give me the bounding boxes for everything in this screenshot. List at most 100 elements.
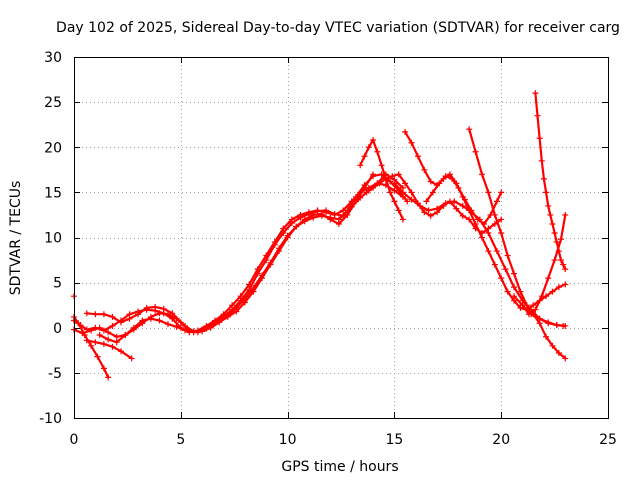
data-point <box>553 239 560 246</box>
data-point <box>538 293 545 300</box>
data-point <box>536 315 543 322</box>
data-point <box>517 288 524 295</box>
series-track-12 <box>423 173 505 227</box>
data-point <box>280 229 287 236</box>
data-point <box>83 337 90 344</box>
data-point <box>498 216 505 223</box>
data-point <box>100 311 107 318</box>
data-point <box>472 148 479 155</box>
x-tick-label: 20 <box>492 432 510 448</box>
data-point <box>421 209 428 216</box>
data-point <box>126 315 133 322</box>
data-point <box>555 350 562 357</box>
data-point <box>335 216 342 223</box>
data-point <box>545 275 552 282</box>
data-point <box>370 173 377 180</box>
data-point <box>92 311 99 318</box>
data-point <box>434 209 441 216</box>
data-point <box>449 175 456 182</box>
data-point <box>404 198 411 205</box>
data-point <box>530 302 537 309</box>
data-point <box>498 229 505 236</box>
series-track-11 <box>363 171 505 236</box>
data-point <box>549 288 556 295</box>
data-point <box>310 214 317 221</box>
data-point <box>297 214 304 221</box>
y-tick-label: -10 <box>39 411 62 427</box>
data-point <box>485 189 492 196</box>
data-point <box>105 329 112 336</box>
data-point <box>395 171 402 178</box>
data-point <box>122 331 129 338</box>
data-point <box>327 214 334 221</box>
data-point <box>94 353 101 360</box>
data-point <box>224 312 231 319</box>
data-point <box>446 198 453 205</box>
data-point <box>391 198 398 205</box>
data-point <box>156 310 163 317</box>
data-point <box>263 257 270 264</box>
data-point <box>117 319 124 326</box>
data-point <box>491 220 498 227</box>
data-point <box>555 284 562 291</box>
y-tick-label: 0 <box>53 321 62 337</box>
series-track-5 <box>96 171 411 346</box>
data-point <box>276 245 283 252</box>
data-point <box>109 322 116 329</box>
data-point <box>427 212 434 219</box>
data-point <box>105 374 112 381</box>
data-point <box>376 180 383 187</box>
data-point <box>455 184 462 191</box>
data-point <box>511 284 518 291</box>
data-point <box>77 322 84 329</box>
data-point <box>478 171 485 178</box>
data-point <box>88 327 95 334</box>
data-point <box>549 220 556 227</box>
data-point <box>233 304 240 311</box>
data-point <box>408 196 415 203</box>
data-point <box>436 180 443 187</box>
y-tick-label: 30 <box>44 50 62 66</box>
data-point <box>370 184 377 191</box>
data-point <box>267 259 274 266</box>
data-point <box>558 236 565 243</box>
data-point <box>190 329 197 336</box>
data-point <box>408 189 415 196</box>
data-point <box>562 266 569 273</box>
series-line <box>85 173 404 334</box>
data-point <box>553 322 560 329</box>
data-point <box>504 288 511 295</box>
data-point <box>440 202 447 209</box>
data-point <box>423 198 430 205</box>
data-point <box>96 324 103 331</box>
data-point <box>271 241 278 248</box>
data-point <box>562 355 569 362</box>
data-point <box>152 303 159 310</box>
data-point <box>318 212 325 219</box>
data-point <box>128 355 135 362</box>
series-track-3 <box>83 171 406 336</box>
data-point <box>498 189 505 196</box>
data-point <box>100 340 107 347</box>
series-track-13 <box>532 90 569 273</box>
data-point <box>402 128 409 135</box>
data-point <box>147 315 154 322</box>
data-point <box>254 270 261 277</box>
data-point <box>466 126 473 133</box>
data-point <box>511 293 518 300</box>
data-point <box>199 326 206 333</box>
data-point <box>562 322 569 329</box>
data-point <box>493 198 500 205</box>
data-point <box>461 196 468 203</box>
data-point <box>250 285 257 292</box>
data-point <box>83 310 90 317</box>
data-point <box>427 178 434 185</box>
data-point <box>532 90 539 97</box>
data-point <box>293 223 300 230</box>
data-point <box>288 220 295 227</box>
data-point <box>361 153 368 160</box>
data-point <box>258 272 265 279</box>
y-axis-label: SDTVAR / TECUs <box>8 181 24 296</box>
data-point <box>558 257 565 264</box>
